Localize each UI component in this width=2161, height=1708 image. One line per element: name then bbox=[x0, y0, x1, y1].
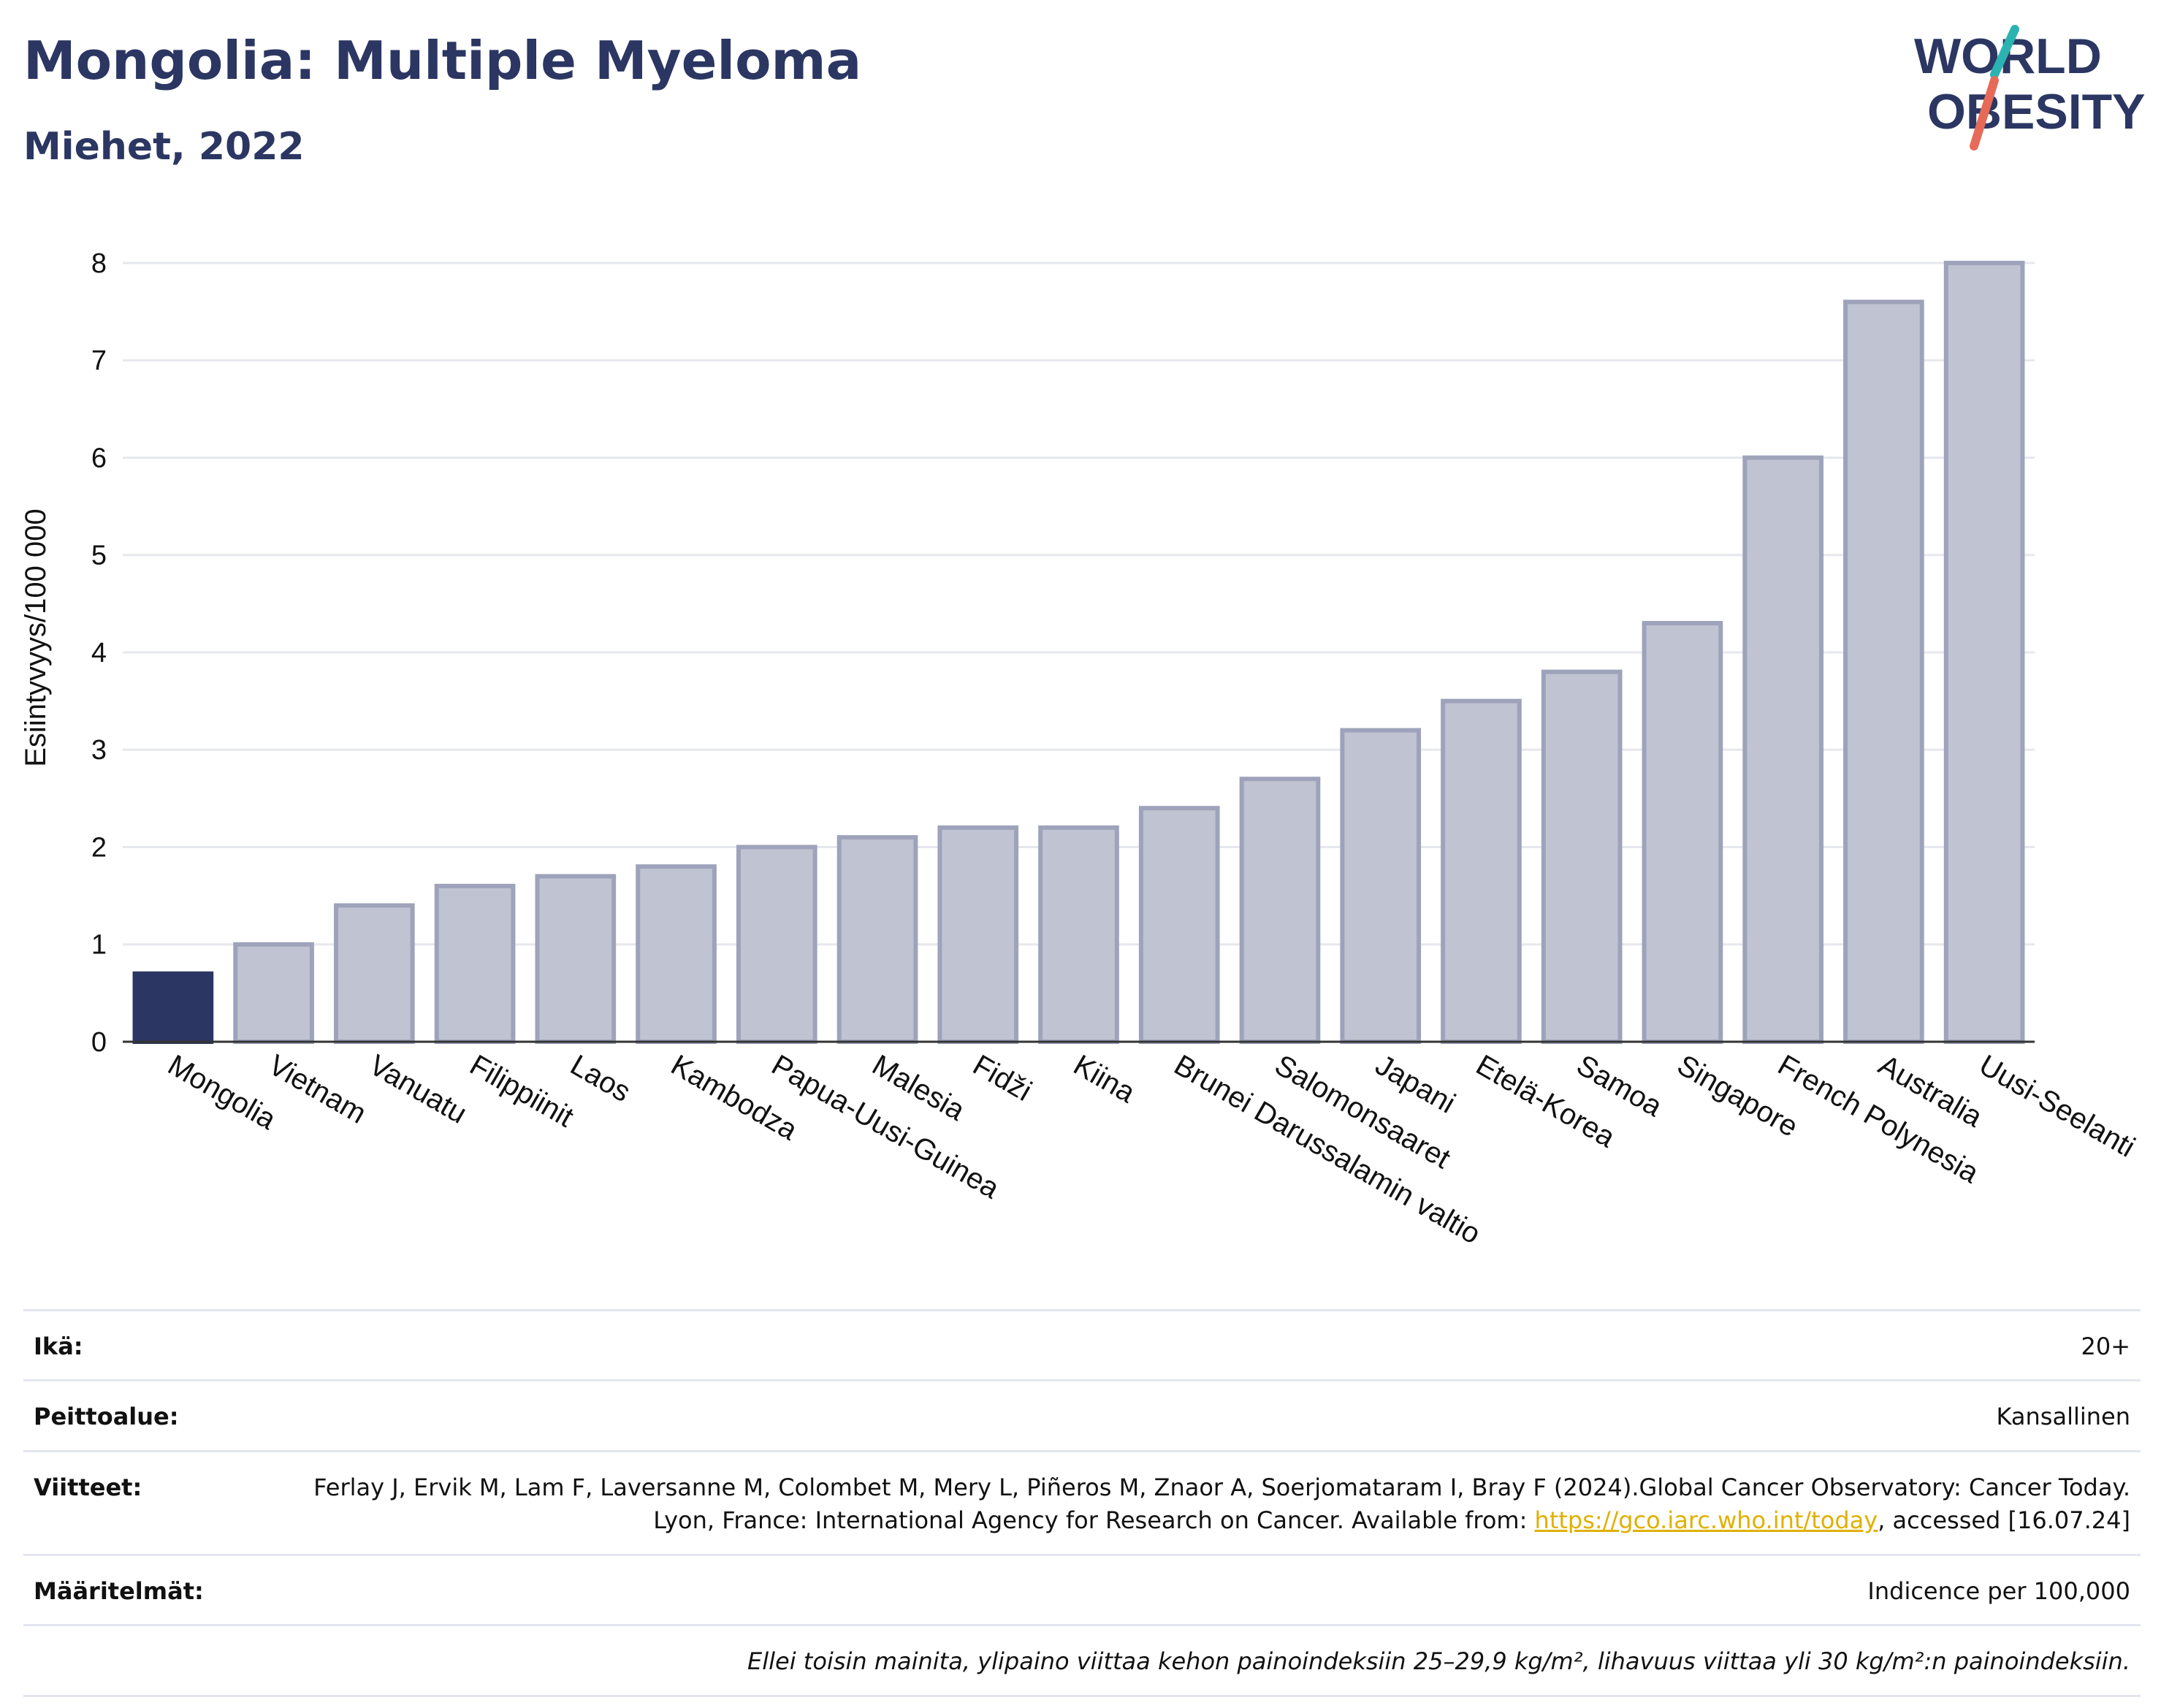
definitions-label: Määritelmät: bbox=[34, 1577, 204, 1605]
y-tick-label: 0 bbox=[91, 1027, 107, 1058]
bar-fid-i[interactable] bbox=[937, 825, 1019, 1044]
chart-title: Mongolia: Multiple Myeloma bbox=[23, 30, 862, 91]
info-row-coverage: Peittoalue: Kansallinen bbox=[23, 1379, 2141, 1449]
references-label: Viitteet: bbox=[34, 1473, 142, 1501]
logo-slash-coral bbox=[1970, 76, 1999, 150]
references-value: Ferlay J, Ervik M, Lam F, Laversanne M, … bbox=[304, 1471, 2130, 1538]
x-tick-label: Mongolia bbox=[162, 1049, 281, 1137]
info-row-definitions: Määritelmät: Indicence per 100,000 bbox=[23, 1553, 2141, 1624]
y-axis-label: Esiintyvyys/100 000 bbox=[20, 508, 52, 767]
bar-japani[interactable] bbox=[1340, 728, 1422, 1044]
y-tick-label: 5 bbox=[91, 541, 107, 571]
bar-filippiinit[interactable] bbox=[434, 883, 516, 1044]
references-accessed: , accessed [16.07.24] bbox=[1878, 1506, 2130, 1535]
age-value: 20+ bbox=[2081, 1333, 2130, 1360]
bar-papua-uusi-guinea[interactable] bbox=[736, 845, 817, 1044]
bar-vietnam[interactable] bbox=[233, 942, 314, 1045]
bar-laos[interactable] bbox=[535, 874, 617, 1045]
footnote: Ellei toisin mainita, ylipaino viittaa k… bbox=[747, 1647, 2130, 1676]
y-tick-label: 7 bbox=[91, 346, 107, 376]
logo-text-obesity: OBESITY bbox=[1927, 84, 2146, 140]
coverage-value: Kansallinen bbox=[1996, 1403, 2130, 1431]
world-obesity-logo: WORLD OBESITY bbox=[1914, 25, 2146, 150]
coverage-label: Peittoalue: bbox=[34, 1403, 179, 1431]
y-tick-label: 2 bbox=[91, 832, 107, 863]
bars bbox=[132, 260, 2025, 1045]
info-row-note: Ellei toisin mainita, ylipaino viittaa k… bbox=[23, 1624, 2141, 1697]
y-tick-label: 3 bbox=[91, 735, 107, 766]
x-tick-label: Vanuatu bbox=[364, 1049, 472, 1130]
bar-french-polynesia[interactable] bbox=[1742, 455, 1823, 1044]
y-tick-label: 1 bbox=[91, 930, 107, 961]
y-tick-label: 4 bbox=[91, 638, 107, 668]
definitions-value: Indicence per 100,000 bbox=[1867, 1577, 2130, 1605]
x-tick-label: Uusi-Seelanti bbox=[1974, 1049, 2141, 1164]
bar-kiina[interactable] bbox=[1038, 825, 1119, 1044]
bar-salomonsaaret[interactable] bbox=[1239, 777, 1321, 1044]
x-tick-label: Filippiinit bbox=[465, 1049, 579, 1134]
references-link[interactable]: https://gco.iarc.who.int/today bbox=[1534, 1506, 1878, 1535]
y-tick-label: 6 bbox=[91, 443, 107, 473]
logo-slash-teal bbox=[1990, 25, 2019, 79]
y-tick-label: 8 bbox=[91, 248, 107, 279]
x-tick-label: Vietnam bbox=[263, 1049, 371, 1130]
bar-brunei-darussalamin-valtio[interactable] bbox=[1138, 806, 1220, 1044]
bar-vanuatu[interactable] bbox=[334, 903, 415, 1045]
bar-kambodza[interactable] bbox=[636, 864, 717, 1045]
bar-uusi-seelanti[interactable] bbox=[1943, 260, 2025, 1044]
bar-samoa[interactable] bbox=[1541, 669, 1623, 1044]
bar-chart: 0 1 2 3 4 5 6 7 8 MongoliaVietnamVanuatuFilippiin… bbox=[20, 248, 2141, 1251]
info-table: Ikä: 20+ Peittoalue: Kansallinen Viittee… bbox=[23, 1309, 2141, 1697]
bar-malesia[interactable] bbox=[836, 835, 918, 1045]
age-label: Ikä: bbox=[34, 1333, 83, 1360]
bar-mongolia[interactable] bbox=[132, 971, 214, 1045]
references-text: Ferlay J, Ervik M, Lam F, Laversanne M, … bbox=[313, 1473, 2130, 1535]
bar-etel-korea[interactable] bbox=[1441, 698, 1522, 1044]
bar-singapore[interactable] bbox=[1642, 621, 1723, 1044]
x-tick-label: Kiina bbox=[1068, 1049, 1141, 1110]
chart-subtitle: Miehet, 2022 bbox=[23, 125, 305, 169]
bar-australia[interactable] bbox=[1843, 300, 1924, 1045]
info-row-age: Ikä: 20+ bbox=[23, 1309, 2141, 1379]
x-tick-label: Laos bbox=[565, 1049, 636, 1108]
info-row-references: Viitteet: Ferlay J, Ervik M, Lam F, Lave… bbox=[23, 1449, 2141, 1554]
x-tick-label: Fidži bbox=[967, 1049, 1037, 1107]
